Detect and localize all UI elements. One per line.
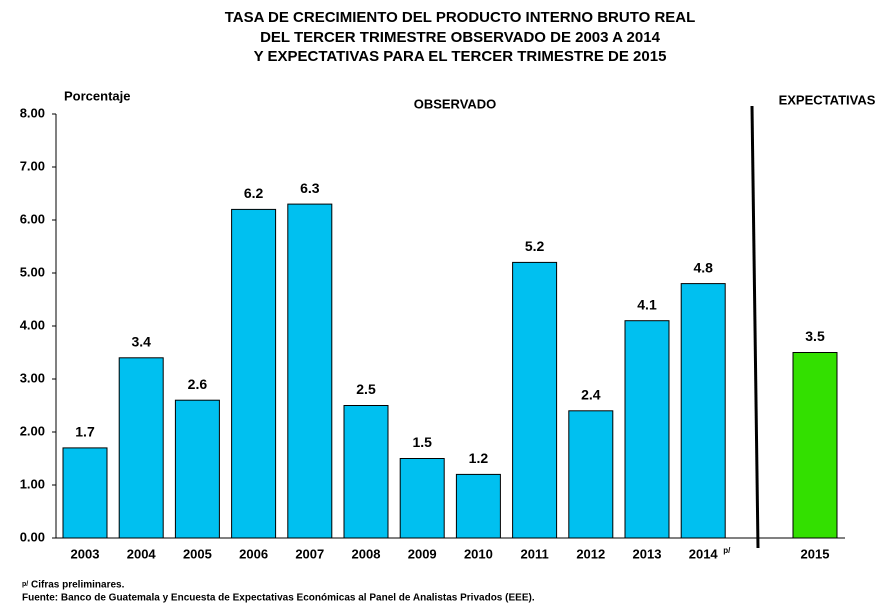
data-label: 1.7 [75, 424, 95, 440]
x-tick-label: 2004 [127, 546, 157, 561]
y-tick-label: 3.00 [20, 370, 45, 385]
bar [624, 320, 670, 539]
footnote: Cifras preliminares. [31, 580, 125, 591]
chart-title: Y EXPECTATIVAS PARA EL TERCER TRIMESTRE … [254, 48, 667, 65]
data-label: 2.6 [188, 376, 208, 392]
bar [231, 208, 277, 539]
y-tick-label: 5.00 [20, 264, 45, 279]
bar [568, 410, 614, 539]
bar [287, 203, 333, 539]
y-tick-label: 7.00 [20, 158, 45, 173]
y-tick-label: 2.00 [20, 423, 45, 438]
x-tick-label: 2015 [801, 546, 830, 561]
bar [792, 352, 838, 539]
bar [399, 458, 445, 539]
bar [62, 447, 108, 539]
x-tick-label: 2013 [633, 546, 662, 561]
data-label: 4.1 [637, 296, 657, 312]
x-tick-label: 2008 [352, 546, 381, 561]
data-label: 6.2 [244, 185, 264, 201]
y-axis-label: Porcentaje [64, 88, 130, 103]
chart-title: TASA DE CRECIMIENTO DEL PRODUCTO INTERNO… [225, 9, 696, 26]
data-label: 2.4 [581, 387, 601, 403]
x-tick-label: 2010 [464, 546, 493, 561]
y-tick-label: 4.00 [20, 317, 45, 332]
bar [512, 261, 558, 539]
divider [750, 105, 760, 549]
x-tick-label: 2003 [71, 546, 100, 561]
x-tick-label: 2014 [689, 546, 719, 561]
data-label: 1.2 [469, 450, 489, 466]
y-tick-label: 6.00 [20, 211, 45, 226]
bar [455, 473, 501, 539]
y-tick-label: 0.00 [20, 529, 45, 544]
x-tick-label: 2006 [239, 546, 268, 561]
data-label: 4.8 [693, 259, 713, 275]
footnote: Fuente: Banco de Guatemala y Encuesta de… [22, 593, 535, 604]
footnote-marker: p/ [22, 581, 28, 588]
y-tick-label: 8.00 [20, 105, 45, 120]
x-tick-label: 2012 [576, 546, 605, 561]
bar [174, 399, 220, 539]
data-label: 3.4 [131, 334, 151, 350]
section-label: EXPECTATIVAS [779, 92, 876, 107]
data-label: 6.3 [300, 180, 320, 196]
bar [680, 283, 726, 539]
data-label: 3.5 [805, 328, 825, 344]
x-tick-label: 2005 [183, 546, 212, 561]
footnote-marker: p/ [723, 546, 731, 555]
y-tick-label: 1.00 [20, 476, 45, 491]
x-tick-label: 2009 [408, 546, 437, 561]
chart-title: DEL TERCER TRIMESTRE OBSERVADO DE 2003 A… [260, 29, 660, 46]
section-label: OBSERVADO [414, 96, 497, 111]
data-label: 5.2 [525, 238, 545, 254]
x-tick-label: 2007 [295, 546, 324, 561]
bar [118, 357, 164, 539]
data-label: 2.5 [356, 381, 376, 397]
data-label: 1.5 [412, 434, 432, 450]
x-tick-label: 2011 [520, 546, 548, 561]
bar [343, 405, 389, 539]
